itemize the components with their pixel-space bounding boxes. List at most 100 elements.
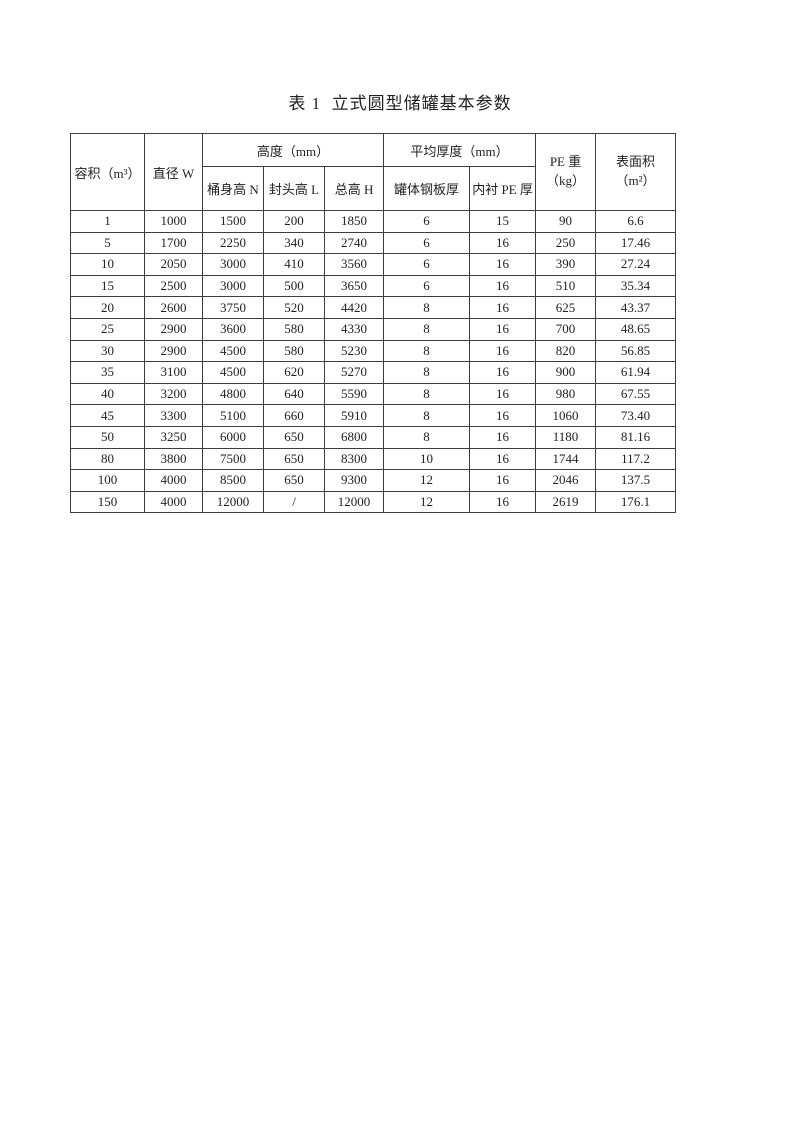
tank-parameters-table: 容积（m³） 直径 W 高度（mm） 平均厚度（mm） PE 重 （kg） 表面… (70, 133, 677, 514)
table-cell: 5100 (202, 404, 264, 427)
table-cell: 16 (469, 404, 537, 427)
table-cell: 1500 (202, 210, 264, 233)
table-cell: 3000 (202, 253, 264, 276)
table-cell: 73.40 (595, 404, 677, 427)
table-cell: 410 (263, 253, 325, 276)
table-cell: 660 (263, 404, 325, 427)
table-title: 表 1 立式圆型储罐基本参数 (288, 94, 512, 113)
table-cell: 3000 (202, 274, 264, 298)
table-cell: 9300 (323, 469, 385, 492)
table-cell: 15 (70, 274, 145, 298)
table-cell: 1700 (144, 231, 203, 255)
table-cell: 200 (263, 210, 325, 233)
table-cell: 40 (70, 382, 145, 406)
table-cell: 5590 (323, 382, 385, 406)
table-cell: 3750 (202, 296, 264, 319)
table-cell: 16 (469, 274, 537, 298)
table-cell: 580 (263, 339, 325, 363)
table-cell: 10 (70, 253, 145, 276)
table-cell: 650 (263, 425, 325, 449)
table-cell: 50 (70, 425, 145, 449)
table-cell: 4330 (323, 317, 385, 341)
table-row: 15 2500 3000 500 3650 6 16 510 35.34 (70, 274, 677, 298)
table-cell: 2619 (535, 490, 597, 514)
table-cell: 56.85 (595, 339, 677, 363)
table-row: 5 1700 2250 340 2740 6 16 250 17.46 (70, 231, 677, 255)
table-cell: 3100 (144, 361, 203, 384)
table-cell: 12000 (202, 490, 264, 514)
table-cell: 1180 (535, 425, 597, 449)
table-cell: 2050 (144, 253, 203, 276)
table-cell: / (263, 490, 325, 514)
table-cell: 16 (469, 231, 537, 255)
table-cell: 3200 (144, 382, 203, 406)
table-cell: 650 (263, 469, 325, 492)
header-pe-weight-line2: （kg） (546, 173, 586, 188)
table-cell: 16 (469, 361, 537, 384)
table-cell: 8 (383, 361, 471, 384)
table-row: 20 2600 3750 520 4420 8 16 625 43.37 (70, 296, 677, 319)
table-cell: 6 (383, 274, 471, 298)
table-cell: 8300 (323, 447, 385, 471)
table-cell: 2046 (535, 469, 597, 492)
table-cell: 5910 (323, 404, 385, 427)
header-body-height: 桶身高 N (202, 166, 264, 211)
table-cell: 16 (469, 469, 537, 492)
table-cell: 3250 (144, 425, 203, 449)
table-cell: 2900 (144, 339, 203, 363)
table-cell: 100 (70, 469, 145, 492)
table-cell: 17.46 (595, 231, 677, 255)
table-cell: 1 (70, 210, 145, 233)
table-cell: 3300 (144, 404, 203, 427)
table-cell: 820 (535, 339, 597, 363)
table-cell: 6.6 (595, 210, 677, 233)
table-row: 45 3300 5100 660 5910 8 16 1060 73.40 (70, 404, 677, 427)
table-cell: 8 (383, 404, 471, 427)
table-cell: 4500 (202, 361, 264, 384)
table-cell: 3560 (323, 253, 385, 276)
table-cell: 2250 (202, 231, 264, 255)
table-cell: 6000 (202, 425, 264, 449)
table-row: 100 4000 8500 650 9300 12 16 2046 137.5 (70, 469, 677, 492)
table-row: 80 3800 7500 650 8300 10 16 1744 117.2 (70, 447, 677, 471)
table-cell: 5270 (323, 361, 385, 384)
table-cell: 8 (383, 339, 471, 363)
table-cell: 176.1 (595, 490, 677, 514)
table-cell: 1850 (323, 210, 385, 233)
table-cell: 10 (383, 447, 471, 471)
table-cell: 117.2 (595, 447, 677, 471)
table-cell: 650 (263, 447, 325, 471)
table-cell: 510 (535, 274, 597, 298)
header-surface-area-line2: （m²） (615, 173, 656, 188)
table-cell: 2600 (144, 296, 203, 319)
header-pe-weight-line1: PE 重 (549, 154, 582, 170)
table-cell: 16 (469, 382, 537, 406)
table-cell: 250 (535, 231, 597, 255)
table-cell: 20 (70, 296, 145, 319)
header-height-group: 高度（mm） (201, 133, 385, 167)
table-cell: 625 (535, 296, 597, 319)
table-row: 10 2050 3000 410 3560 6 16 390 27.24 (70, 253, 677, 276)
header-row-subcolumns: 桶身高 N 封头高 L 总高 H 罐体钢板厚 内衬 PE 厚 (71, 166, 676, 211)
table-cell: 4420 (323, 296, 385, 319)
table-cell: 16 (469, 296, 537, 319)
table-cell: 137.5 (595, 469, 677, 492)
table-header: 容积（m³） 直径 W 高度（mm） 平均厚度（mm） PE 重 （kg） 表面… (70, 133, 677, 211)
table-cell: 16 (469, 253, 537, 276)
header-diameter: 直径 W (144, 133, 203, 211)
header-pe-weight: PE 重 （kg） (535, 133, 597, 211)
table-cell: 16 (469, 339, 537, 363)
header-thickness-group: 平均厚度（mm） (383, 133, 537, 167)
table-cell: 1060 (535, 404, 597, 427)
table-cell: 6 (383, 231, 471, 255)
table-cell: 4000 (144, 469, 203, 492)
header-volume: 容积（m³） (70, 133, 145, 211)
table-cell: 90 (535, 210, 597, 233)
table-cell: 16 (469, 317, 537, 341)
table-cell: 30 (70, 339, 145, 363)
table-cell: 3650 (323, 274, 385, 298)
header-pe-lining-thickness: 内衬 PE 厚 (469, 166, 537, 211)
table-cell: 25 (70, 317, 145, 341)
table-row: 25 2900 3600 580 4330 8 16 700 48.65 (70, 317, 677, 341)
